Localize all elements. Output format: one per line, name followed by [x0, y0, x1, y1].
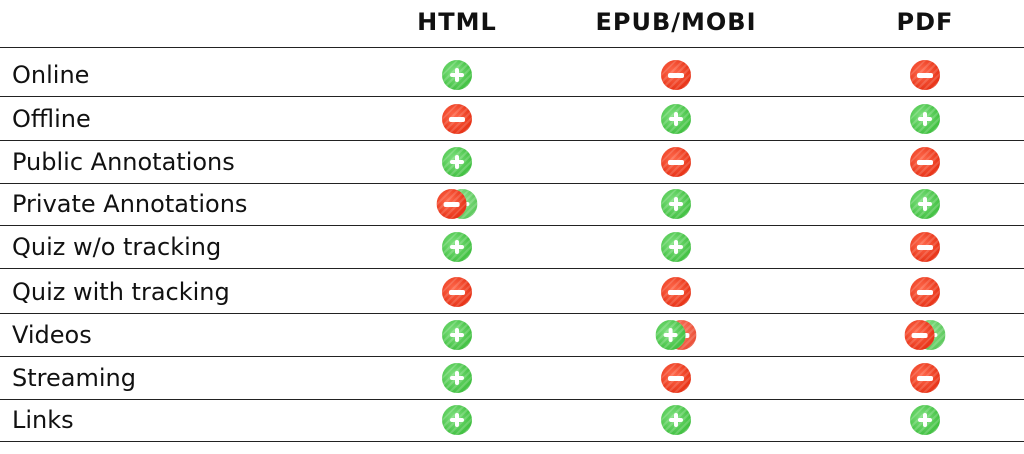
- table-cell: [427, 399, 487, 441]
- table-row: Online: [0, 54, 1024, 97]
- plus-icon: [655, 320, 686, 350]
- minus-icon: [910, 363, 940, 393]
- table-cell: [427, 357, 487, 399]
- table-cell: [646, 226, 706, 268]
- table-cell: [646, 54, 706, 96]
- row-label: Videos: [12, 321, 92, 349]
- table-row: Private Annotations: [0, 183, 1024, 226]
- row-label: Private Annotations: [12, 190, 248, 218]
- table-row: Public Annotations: [0, 141, 1024, 184]
- table-cell: [895, 314, 955, 356]
- table-row: Streaming: [0, 357, 1024, 400]
- table-cell: [646, 183, 706, 225]
- plus-icon: [442, 147, 472, 177]
- column-header-epub-mobi: EPUB/MOBI: [595, 8, 757, 36]
- minus-icon: [661, 60, 691, 90]
- table-row: Quiz with tracking: [0, 271, 1024, 314]
- row-label: Streaming: [12, 364, 136, 392]
- table-cell: [895, 271, 955, 313]
- plus-icon: [661, 189, 691, 219]
- table-cell: [427, 141, 487, 183]
- table-row: Links: [0, 399, 1024, 442]
- minus-icon: [910, 60, 940, 90]
- row-label: Online: [12, 61, 90, 89]
- minus-icon: [442, 277, 472, 307]
- column-header-pdf: PDF: [896, 8, 954, 36]
- column-header-html: HTML: [417, 8, 497, 36]
- minus-icon: [661, 363, 691, 393]
- plus-icon: [910, 104, 940, 134]
- minus-icon: [442, 104, 472, 134]
- minus-icon: [661, 277, 691, 307]
- plus-icon: [442, 232, 472, 262]
- table-cell: [895, 357, 955, 399]
- row-label: Offline: [12, 105, 91, 133]
- table-cell: [895, 226, 955, 268]
- plus-icon: [442, 320, 472, 350]
- table-cell: [895, 98, 955, 140]
- table-cell: [646, 98, 706, 140]
- plus-icon: [661, 232, 691, 262]
- plus-icon: [910, 405, 940, 435]
- minus-icon: [910, 277, 940, 307]
- table-row: Quiz w/o tracking: [0, 226, 1024, 269]
- plus-icon: [442, 60, 472, 90]
- table-cell: [895, 54, 955, 96]
- table-cell: [646, 399, 706, 441]
- minus-icon: [661, 147, 691, 177]
- minus-icon: [436, 189, 467, 219]
- table-cell: [427, 183, 487, 225]
- minus-icon: [910, 232, 940, 262]
- table-cell: [646, 357, 706, 399]
- table-cell: [646, 314, 706, 356]
- table-cell: [427, 314, 487, 356]
- plus-icon: [442, 363, 472, 393]
- plus-icon: [442, 405, 472, 435]
- table-row: Videos: [0, 314, 1024, 357]
- table-cell: [895, 399, 955, 441]
- table-cell: [646, 141, 706, 183]
- row-label: Quiz w/o tracking: [12, 233, 222, 261]
- table-cell: [427, 54, 487, 96]
- table-cell: [895, 141, 955, 183]
- minus-icon: [910, 147, 940, 177]
- table-header: HTML EPUB/MOBI PDF: [0, 0, 1024, 48]
- table-cell: [895, 183, 955, 225]
- table-cell: [427, 226, 487, 268]
- row-label: Links: [12, 406, 74, 434]
- table-cell: [427, 271, 487, 313]
- row-label: Quiz with tracking: [12, 278, 230, 306]
- plus-icon: [910, 189, 940, 219]
- minus-icon: [904, 320, 935, 350]
- table-cell: [427, 98, 487, 140]
- table-cell: [646, 271, 706, 313]
- plus-icon: [661, 104, 691, 134]
- row-label: Public Annotations: [12, 148, 235, 176]
- table-row: Offline: [0, 98, 1024, 141]
- plus-icon: [661, 405, 691, 435]
